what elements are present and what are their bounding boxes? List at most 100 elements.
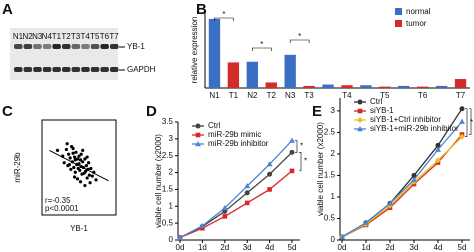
lane-label: T7 [109,32,119,41]
legend-marker [195,141,201,147]
point [55,148,60,152]
sig-bracket [295,140,298,153]
panel-label: E [312,103,322,120]
point [94,178,98,182]
point [62,161,66,165]
band [23,44,33,49]
bar [303,85,315,88]
sig-star: * [304,157,307,166]
band [71,67,81,72]
point [85,176,89,180]
point [75,157,80,161]
band [110,67,119,72]
point [77,162,81,166]
point [72,175,77,179]
point [85,155,89,159]
point [88,181,92,185]
point [84,164,88,168]
marker [435,157,441,164]
x-tick-label: T4 [342,91,352,100]
x-tick-label: 4d [434,243,443,252]
x-tick-label: 1d [198,243,207,252]
marker [244,183,251,189]
marker [267,187,272,192]
lane-label: T1 [52,32,62,41]
point [83,183,87,188]
band [62,44,71,49]
lane-label: T3 [71,32,81,41]
x-tick-label: N1 [209,91,220,100]
legend-label: miR-29b mimic [208,130,261,139]
x-tick-label: N3 [285,91,296,100]
y-tick-label: 2.5 [324,128,336,137]
sig-bracket [299,152,302,172]
band [52,44,61,49]
x-tick-label: 3d [410,243,419,252]
sig-bracket [252,47,272,51]
x-tick-label: T2 [267,91,277,100]
sig-star: * [298,32,301,41]
sig-star: * [470,118,473,127]
lane-label: N1 [13,32,24,41]
x-tick-label: 0d [338,243,347,252]
legend-marker [357,117,363,123]
band [81,44,90,49]
x-tick-label: 5d [288,243,297,252]
lane-label: N3 [32,32,43,41]
y-tick-label: 0.5 [324,214,336,223]
point [67,163,71,167]
marker [222,214,228,219]
x-tick-label: 3d [243,243,252,252]
sig-bracket [289,39,310,43]
band [42,67,52,72]
bar [208,18,221,89]
band [33,67,42,72]
band-label: YB-1 [127,42,145,51]
point [79,152,83,156]
x-tick-label: N2 [247,91,258,100]
marker [387,200,393,206]
y-tick-label: 3 [169,134,174,143]
lane-label: T4 [81,32,91,41]
panel-label: D [146,103,157,120]
bar [284,54,296,88]
bar [398,85,410,88]
lane-label: N2 [22,32,33,41]
point [71,146,75,151]
point [72,165,76,170]
point [69,167,73,171]
legend-label: normal [406,7,431,16]
sig-star: * [300,142,303,151]
bar [435,85,448,88]
x-tick-label: 2d [386,243,395,252]
point [77,154,81,158]
y-axis-label: viable cell number (x2000) [154,134,163,228]
point [81,160,85,164]
point [87,173,91,177]
fit-line [49,149,109,182]
legend-label: miR-29b inhibitor [208,139,269,148]
legend-label: siYB-1+miR-29b inhibitor [370,124,459,133]
point [68,156,72,160]
band-label: GAPDH [127,65,156,74]
marker [339,233,345,240]
bar [246,61,258,88]
legend-swatch [395,20,402,27]
legend-label: tumor [406,19,427,28]
point [89,166,93,171]
series-line [179,170,293,239]
series-line [341,121,463,238]
marker [289,137,295,143]
y-tick-label: 3 [331,106,336,115]
y-tick-label: 1 [169,201,174,210]
band [90,44,100,49]
legend-label: siYB-1 [370,106,394,115]
marker [244,190,250,196]
marker [459,106,465,112]
marker [177,234,183,240]
x-tick-label: T7 [456,91,466,100]
y-tick-label: 0.5 [162,218,174,227]
series-line [341,134,463,238]
point [65,142,69,146]
x-tick-label: 5d [458,243,467,252]
